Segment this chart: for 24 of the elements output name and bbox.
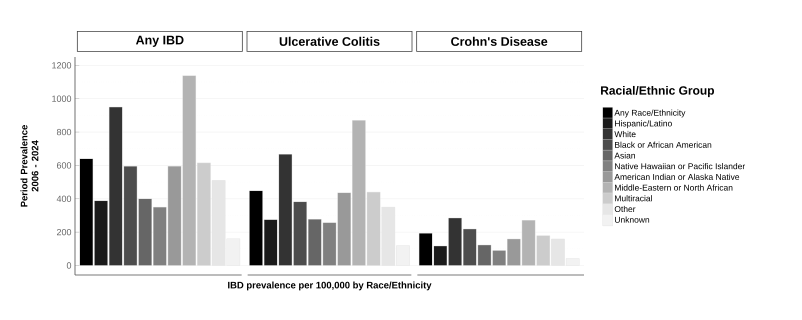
legend-label: Hispanic/Latino (615, 120, 672, 128)
legend-label: Middle-Eastern or North African (615, 184, 732, 191)
legend-label: Multiracial (615, 195, 652, 202)
y-axis-title: Period Prevalence 2006 - 2024 (20, 125, 38, 207)
legend-label: Unknown (615, 216, 650, 223)
x-axis-title: IBD prevalence per 100,000 by Race/Ethnicity (228, 282, 432, 290)
y-tick-label: 1200 (52, 62, 72, 69)
x-tick-label: Ulcerative Colitis (280, 36, 380, 46)
x-tick-label: Crohn's Disease (451, 36, 548, 46)
x-tick-label: Any IBD (136, 36, 184, 47)
y-tick-label: 600 (56, 162, 72, 169)
legend-label: Other (614, 206, 636, 212)
y-tick-label: 0 (66, 262, 72, 269)
legend-label: Native Hawaiian or Pacific Islander (615, 163, 746, 170)
legend-label: Asian (614, 152, 635, 159)
legend-label: White (614, 130, 636, 138)
y-tick-label: 800 (56, 128, 72, 136)
legend-title: Racial/Ethnic Group (601, 86, 714, 98)
y-tick-label: 200 (56, 228, 72, 236)
y-tick-label: 400 (56, 196, 72, 202)
y-tick-label: 1000 (52, 96, 72, 102)
legend-label: American Indian or Alaska Native (614, 174, 740, 180)
legend-label: Black or African American (615, 142, 712, 148)
legend-label: Any Race/Ethnicity (614, 110, 686, 118)
